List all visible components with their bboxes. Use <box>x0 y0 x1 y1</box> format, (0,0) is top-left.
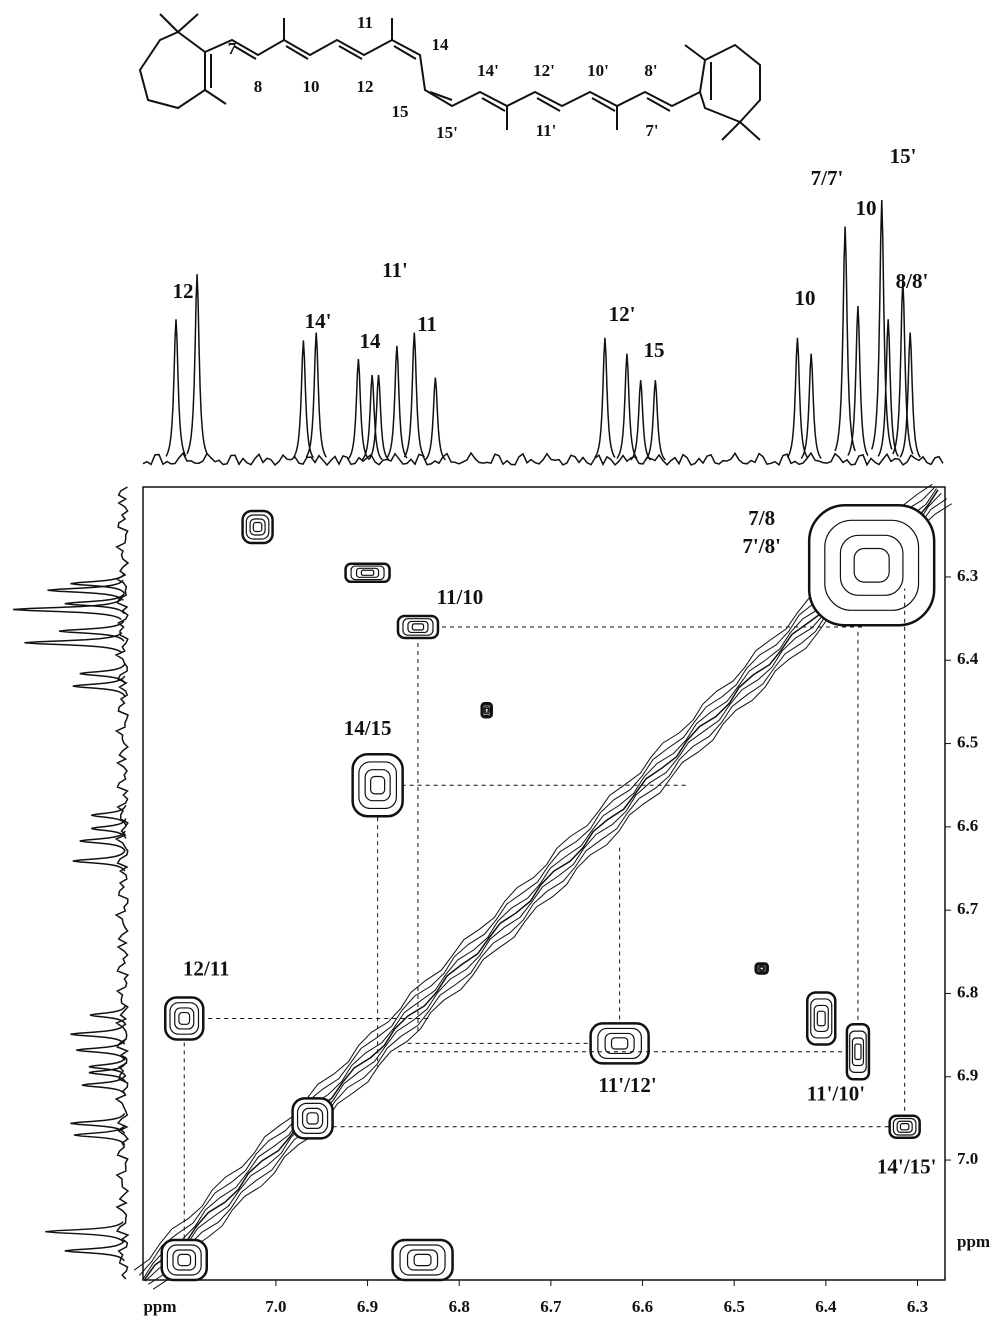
x-tick-label: 6.5 <box>724 1297 745 1316</box>
y-tick-label: 6.5 <box>957 732 978 751</box>
projection-peak <box>645 380 665 460</box>
atom-label: 10 <box>303 77 320 96</box>
projection-peak <box>76 1040 125 1060</box>
cross-peak-label: 11/10 <box>437 585 484 609</box>
atom-label: 15 <box>392 102 409 121</box>
x-tick-label: 6.3 <box>907 1297 928 1316</box>
y-tick-label: 6.7 <box>957 899 979 918</box>
atom-label: 14 <box>432 35 450 54</box>
projection-peak <box>73 851 125 871</box>
projection-peak <box>801 354 821 459</box>
y-tick-label: 6.4 <box>957 649 979 668</box>
atom-label: 11 <box>357 13 373 32</box>
cross-peak <box>293 1098 333 1138</box>
projection-peak <box>387 346 407 458</box>
projection-peak <box>835 227 855 452</box>
peak-label: 14 <box>360 329 382 353</box>
cross-peak-label: 11'/10' <box>807 1082 865 1106</box>
peak-label: 12 <box>173 279 194 303</box>
cross-peak <box>393 1240 453 1280</box>
cross-peak-label: 7'/8' <box>742 534 781 558</box>
projection-baseline <box>116 487 128 1279</box>
atom-label: 12 <box>357 77 374 96</box>
projection-baseline <box>143 453 943 465</box>
atom-label: 15' <box>436 123 458 142</box>
peak-label: 11 <box>417 312 437 336</box>
projection-peak <box>617 354 637 459</box>
cross-peak <box>807 992 835 1044</box>
atom-label: 8 <box>254 77 263 96</box>
x-tick-label: 6.6 <box>632 1297 653 1316</box>
figure: 78 10 11 12 14 15 14' 15' 12' 11' 10' 8' 7' 7.0 6.9 6.8… <box>0 0 1000 1326</box>
peak-label: 8/8' <box>896 269 929 293</box>
projection-peak <box>73 676 125 696</box>
atom-label: 7 <box>228 39 237 58</box>
peak-label: 10 <box>795 286 816 310</box>
peak-label: 7/7' <box>811 166 844 190</box>
projection-peak <box>45 1222 123 1242</box>
projection-peak <box>48 580 124 600</box>
x-axis-label: ppm <box>143 1297 176 1316</box>
cross-peak-label: 14/15 <box>344 716 392 740</box>
cross-peak <box>243 511 273 543</box>
projection-peak <box>900 333 920 458</box>
projection-peak <box>348 359 368 459</box>
atom-label: 8' <box>644 61 657 80</box>
cross-peak-label: 7/8 <box>748 506 775 530</box>
projection-peak <box>631 380 651 460</box>
cross-peak <box>591 1023 649 1063</box>
peak-label: 14' <box>305 309 332 333</box>
projection-peak <box>306 333 326 458</box>
projection-peak <box>59 621 124 641</box>
x-tick-label: 6.9 <box>357 1297 378 1316</box>
y-tick-label: 6.6 <box>957 816 978 835</box>
peak-label: 15' <box>890 144 917 168</box>
cross-peak-label: 14'/15' <box>877 1155 937 1179</box>
projection-peak <box>893 280 913 455</box>
peak-label: 10 <box>856 196 877 220</box>
cross-peak <box>809 505 934 625</box>
cross-peak-label: 11'/12' <box>598 1073 656 1097</box>
peak-label: 15 <box>644 338 665 362</box>
x-tick-label: 6.8 <box>449 1297 470 1316</box>
projection-peak <box>166 319 186 456</box>
projection-peak <box>404 333 424 458</box>
projection-peak <box>13 599 121 619</box>
cross-peak <box>162 1240 207 1280</box>
atom-label: 10' <box>587 61 609 80</box>
y-tick-label: 6.3 <box>957 566 978 585</box>
projection-peak <box>25 633 122 653</box>
x-tick-label: 6.4 <box>815 1297 837 1316</box>
molecule-skeleton <box>140 14 760 140</box>
projection-peak <box>595 338 615 458</box>
projection-peak <box>71 1024 125 1044</box>
projection-peak <box>787 338 807 458</box>
y-tick-label: 7.0 <box>957 1149 978 1168</box>
atom-label: 14' <box>477 61 499 80</box>
projection-peak <box>425 378 445 460</box>
y-axis-label: ppm <box>957 1232 990 1251</box>
cross-peak-label: 12/11 <box>183 956 230 980</box>
cross-peak <box>165 997 203 1039</box>
atom-label: 11' <box>536 121 557 140</box>
x-tick-label: 6.7 <box>540 1297 562 1316</box>
atom-label: 12' <box>533 61 555 80</box>
x-tick-label: 7.0 <box>265 1297 286 1316</box>
peak-label: 11' <box>382 258 408 282</box>
y-tick-label: 6.9 <box>957 1066 978 1085</box>
y-tick-label: 6.8 <box>957 982 978 1001</box>
cross-peak <box>353 754 403 816</box>
projection-peak <box>65 1241 125 1261</box>
peak-label: 12' <box>609 302 636 326</box>
atom-label: 7' <box>645 121 658 140</box>
